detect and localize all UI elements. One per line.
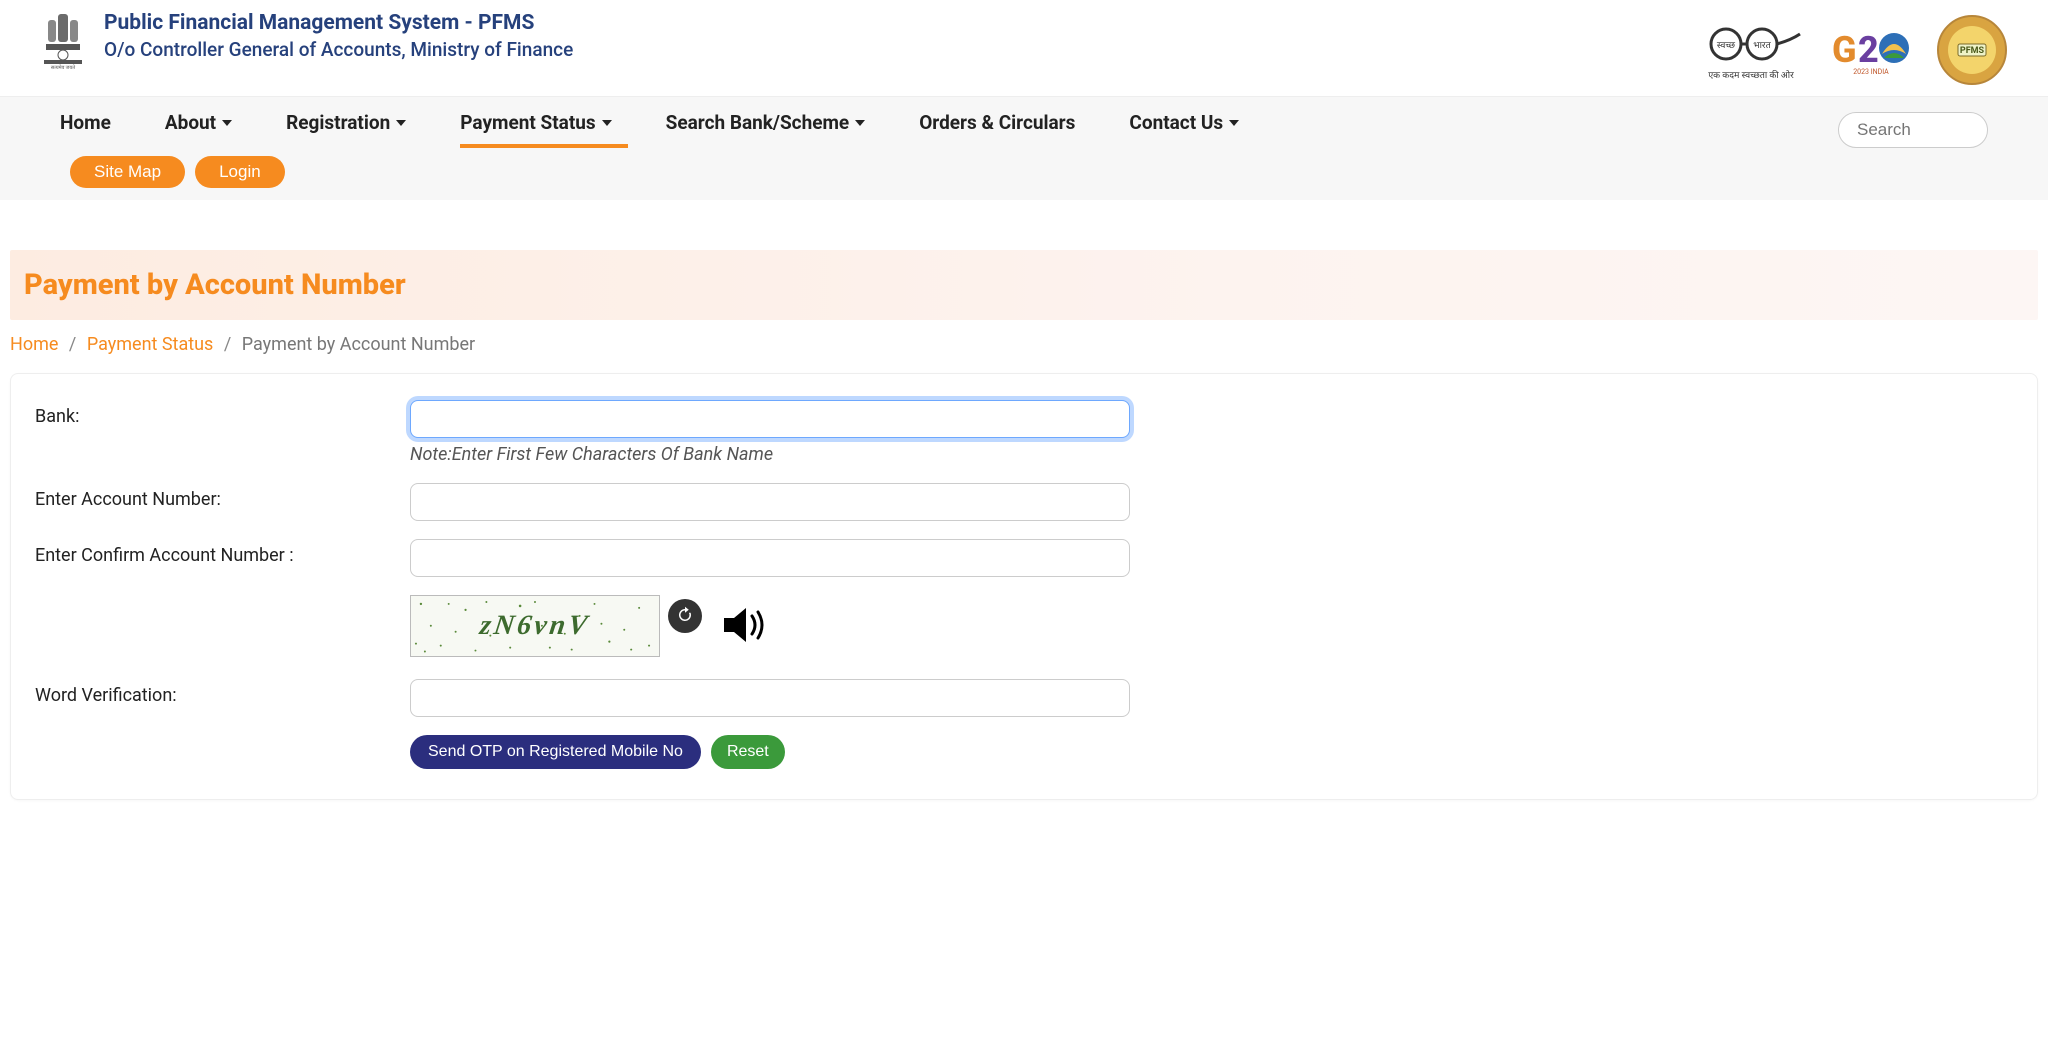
reset-button[interactable]: Reset bbox=[711, 735, 785, 769]
search-input[interactable] bbox=[1838, 112, 1988, 148]
nav-item-orders-circulars[interactable]: Orders & Circulars bbox=[919, 111, 1075, 148]
captcha-audio-button[interactable] bbox=[722, 606, 766, 647]
form-row-account: Enter Account Number: bbox=[35, 483, 2013, 521]
nav-item-label: About bbox=[165, 111, 216, 134]
svg-text:G: G bbox=[1832, 29, 1857, 71]
nav-item-label: Payment Status bbox=[460, 111, 595, 134]
breadcrumb-separator: / bbox=[63, 334, 82, 355]
nav-item-label: Home bbox=[60, 111, 111, 134]
nav-secondary-row: Site Map Login bbox=[30, 148, 2018, 200]
svg-text:स्वच्छ: स्वच्छ bbox=[1717, 41, 1736, 51]
captcha-row: zN6vnV bbox=[410, 595, 2013, 657]
captcha-text: zN6vnV bbox=[478, 610, 592, 642]
refresh-icon bbox=[676, 606, 694, 627]
nav-item-search-bank-scheme[interactable]: Search Bank/Scheme bbox=[666, 111, 866, 148]
confirm-account-label: Enter Confirm Account Number : bbox=[35, 539, 410, 566]
breadcrumb-current: Payment by Account Number bbox=[242, 334, 475, 355]
chevron-down-icon bbox=[1229, 120, 1239, 126]
form-card: Bank: Note:Enter First Few Characters Of… bbox=[10, 373, 2038, 800]
breadcrumb-payment-status[interactable]: Payment Status bbox=[87, 334, 214, 355]
svg-text:भारत: भारत bbox=[1753, 41, 1771, 51]
form-row-verification: Word Verification: bbox=[35, 679, 2013, 717]
breadcrumb-separator: / bbox=[218, 334, 237, 355]
site-title: Public Financial Management System - PFM… bbox=[104, 10, 573, 37]
form-row-confirm-account: Enter Confirm Account Number : bbox=[35, 539, 2013, 577]
svg-text:सत्यमेव जयते: सत्यमेव जयते bbox=[51, 64, 75, 70]
send-otp-button[interactable]: Send OTP on Registered Mobile No bbox=[410, 735, 701, 769]
pfms-seal-icon: PFMS bbox=[1936, 14, 2008, 86]
nav-primary-row: Home About Registration Payment Status S… bbox=[30, 97, 2018, 148]
nav-item-registration[interactable]: Registration bbox=[286, 111, 406, 148]
nav-item-payment-status[interactable]: Payment Status bbox=[460, 111, 611, 148]
chevron-down-icon bbox=[396, 120, 406, 126]
nav-item-contact-us[interactable]: Contact Us bbox=[1129, 111, 1239, 148]
nav-item-about[interactable]: About bbox=[165, 111, 232, 148]
captcha-image: zN6vnV bbox=[410, 595, 660, 657]
chevron-down-icon bbox=[855, 120, 865, 126]
speaker-icon bbox=[722, 606, 766, 647]
bank-input[interactable] bbox=[410, 400, 1130, 438]
swachh-bharat-logo: स्वच्छ भारत एक कदम स्वच्छता की ओर bbox=[1696, 20, 1806, 81]
header-titles: Public Financial Management System - PFM… bbox=[104, 10, 573, 64]
verification-label: Word Verification: bbox=[35, 679, 410, 706]
chevron-down-icon bbox=[222, 120, 232, 126]
word-verification-input[interactable] bbox=[410, 679, 1130, 717]
navbar: Home About Registration Payment Status S… bbox=[0, 96, 2048, 200]
breadcrumb: Home / Payment Status / Payment by Accou… bbox=[0, 328, 2048, 373]
page-title: Payment by Account Number bbox=[24, 268, 2024, 302]
svg-text:PFMS: PFMS bbox=[1960, 46, 1985, 56]
nav-item-label: Registration bbox=[286, 111, 390, 134]
header: सत्यमेव जयते Public Financial Management… bbox=[0, 0, 2048, 96]
confirm-account-number-input[interactable] bbox=[410, 539, 1130, 577]
g20-logo: G 2 2023 INDIA bbox=[1828, 24, 1914, 76]
chevron-down-icon bbox=[602, 120, 612, 126]
login-button[interactable]: Login bbox=[195, 156, 285, 188]
breadcrumb-home[interactable]: Home bbox=[10, 334, 58, 355]
swachh-tagline: एक कदम स्वच्छता की ओर bbox=[1708, 68, 1794, 81]
nav-item-home[interactable]: Home bbox=[60, 111, 111, 148]
form-row-bank: Bank: Note:Enter First Few Characters Of… bbox=[35, 400, 2013, 465]
site-subtitle: O/o Controller General of Accounts, Mini… bbox=[104, 37, 573, 64]
svg-text:2023 INDIA: 2023 INDIA bbox=[1853, 68, 1889, 76]
nav-item-label: Orders & Circulars bbox=[919, 111, 1075, 134]
page-title-strip: Payment by Account Number bbox=[10, 250, 2038, 320]
nav-item-label: Search Bank/Scheme bbox=[666, 111, 850, 134]
nav-search bbox=[1838, 112, 1988, 148]
nav-item-label: Contact Us bbox=[1129, 111, 1223, 134]
national-emblem-icon: सत्यमेव जयते bbox=[40, 10, 86, 70]
account-number-input[interactable] bbox=[410, 483, 1130, 521]
bank-note: Note:Enter First Few Characters Of Bank … bbox=[410, 444, 1130, 465]
account-label: Enter Account Number: bbox=[35, 483, 410, 510]
form-actions: Send OTP on Registered Mobile No Reset bbox=[410, 735, 2013, 769]
site-map-button[interactable]: Site Map bbox=[70, 156, 185, 188]
svg-text:2: 2 bbox=[1858, 29, 1879, 71]
bank-label: Bank: bbox=[35, 400, 410, 427]
header-right: स्वच्छ भारत एक कदम स्वच्छता की ओर G 2 20… bbox=[1696, 10, 2008, 86]
header-left: सत्यमेव जयते Public Financial Management… bbox=[40, 10, 573, 70]
captcha-refresh-button[interactable] bbox=[668, 599, 702, 633]
